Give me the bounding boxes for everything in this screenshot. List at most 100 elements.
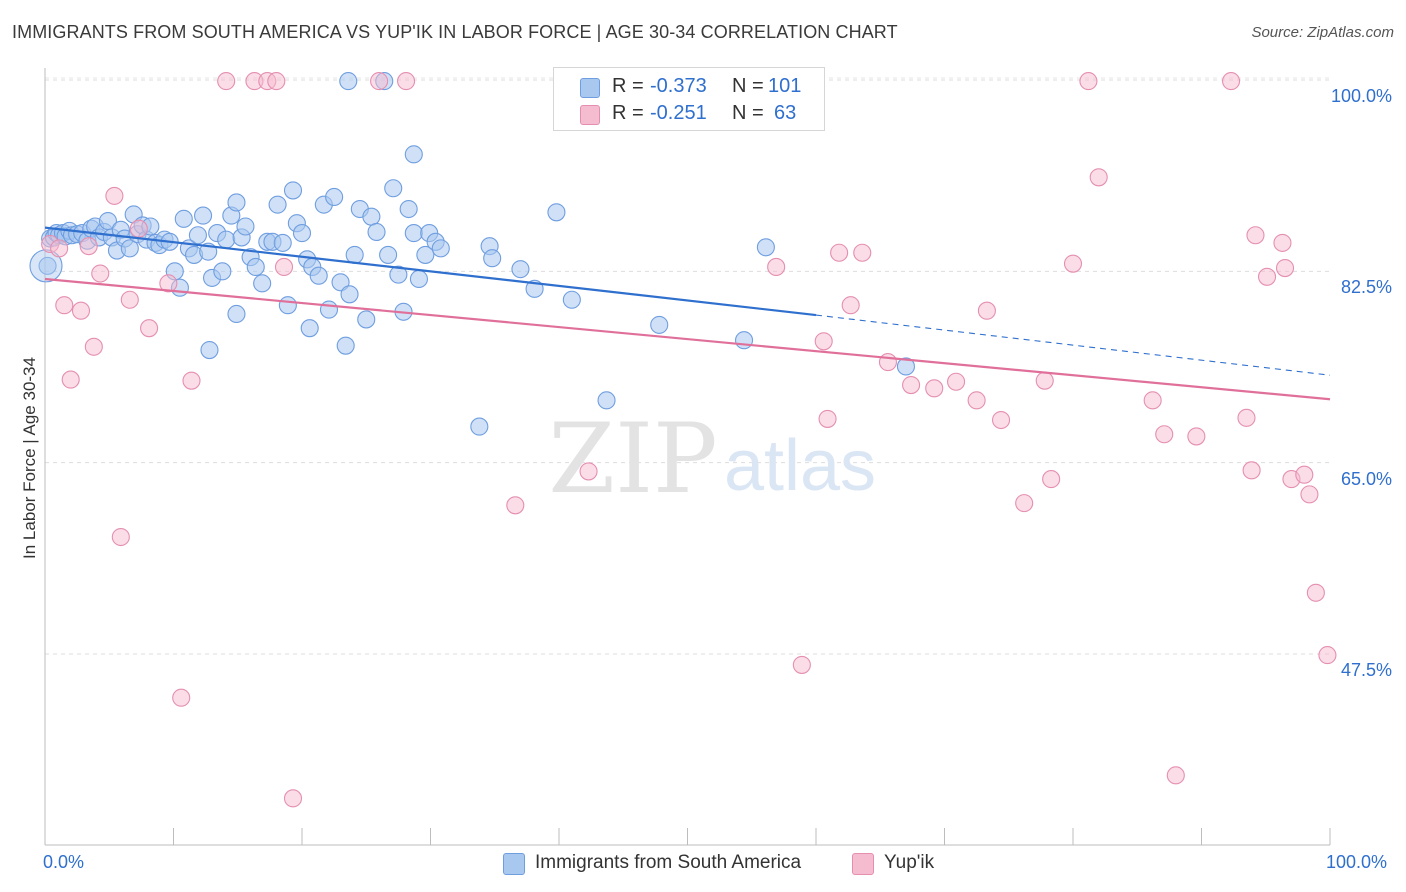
- yupik-point: [55, 296, 74, 315]
- legend-swatch-blue: [580, 78, 600, 98]
- yupik-point: [579, 462, 598, 481]
- legend-n-value: 63: [774, 102, 797, 124]
- immigrants-point: [340, 285, 359, 304]
- yupik-point: [1318, 646, 1337, 665]
- immigrants-point: [734, 331, 754, 350]
- legend-row-immigrants: R = -0.373 N = 101: [554, 73, 824, 101]
- yupik-point: [1306, 583, 1325, 602]
- immigrants-point: [273, 233, 292, 252]
- immigrants-point: [188, 226, 207, 245]
- yupik-point: [370, 72, 389, 91]
- y-tick-label: 47.5%: [1340, 660, 1392, 680]
- yupik-point: [172, 688, 191, 707]
- immigrants-point: [283, 181, 303, 200]
- legend-row-yupik: R = -0.251 N = 63: [554, 100, 824, 128]
- yupik-point: [1300, 485, 1319, 504]
- immigrants-point: [38, 256, 57, 275]
- immigrants-point: [357, 310, 376, 329]
- immigrants-point: [246, 257, 265, 277]
- yupik-point: [159, 274, 178, 293]
- bottom-legend-swatch-pink: [852, 853, 874, 875]
- watermark-zip: ZIP: [548, 403, 717, 515]
- immigrants-point: [213, 262, 232, 281]
- yupik-point: [830, 243, 849, 262]
- yupik-point: [947, 372, 966, 391]
- yupik-point: [91, 264, 110, 283]
- yupik-point: [925, 379, 944, 398]
- yupik-point: [878, 353, 898, 372]
- yupik-point: [1143, 391, 1162, 410]
- yupik-point: [818, 409, 837, 428]
- y-tick-label: 65.0%: [1340, 468, 1392, 489]
- yupik-point: [111, 527, 130, 547]
- legend-r-label: R =: [612, 75, 644, 97]
- x-tick-label-min: 0.0%: [43, 852, 85, 872]
- yupik-point: [283, 789, 303, 808]
- series-immigrants-points: [29, 72, 916, 436]
- immigrants-point: [547, 203, 566, 222]
- yupik-point: [61, 370, 80, 389]
- immigrants-trend-extension: [815, 314, 1331, 376]
- correlation-legend: R = -0.373 N = 101 R = -0.251 N = 63: [553, 67, 825, 131]
- trend-lines: [44, 226, 1331, 401]
- bottom-legend-label: Yup'ik: [884, 852, 935, 873]
- yupik-point: [991, 410, 1011, 430]
- yupik-point: [1042, 470, 1061, 489]
- legend-n-value: 101: [768, 75, 802, 97]
- immigrants-point: [362, 207, 381, 226]
- yupik-trend-line: [44, 277, 1331, 401]
- legend-n-label: N =: [732, 75, 764, 97]
- y-tick-label: 100.0%: [1330, 86, 1392, 106]
- immigrants-point: [896, 357, 916, 376]
- immigrants-point: [416, 245, 435, 264]
- yupik-point: [1155, 425, 1174, 444]
- immigrants-point: [278, 296, 297, 315]
- yupik-point: [1222, 72, 1241, 91]
- yupik-point: [79, 237, 98, 256]
- yupik-point: [1015, 494, 1034, 513]
- yupik-point: [267, 72, 286, 91]
- watermark-atlas: atlas: [724, 426, 876, 506]
- immigrants-point: [404, 224, 423, 243]
- bottom-legend-label: Immigrants from South America: [535, 852, 802, 873]
- immigrants-point: [409, 269, 428, 289]
- immigrants-point: [309, 266, 328, 285]
- yupik-point: [1257, 267, 1277, 286]
- yupik-point: [1246, 226, 1265, 245]
- bottom-legend-swatch-blue: [503, 853, 525, 875]
- yupik-point: [140, 319, 159, 338]
- immigrants-point: [470, 417, 489, 436]
- legend-n-label: N =: [732, 102, 764, 124]
- legend-swatch-pink: [580, 105, 600, 125]
- series-yupik-points: [41, 72, 1337, 808]
- yupik-point: [1187, 427, 1206, 446]
- yupik-point: [71, 301, 91, 320]
- immigrants-point: [399, 199, 418, 219]
- immigrants-point: [379, 245, 398, 264]
- immigrants-point: [174, 209, 193, 228]
- immigrants-point: [336, 336, 355, 355]
- immigrants-point: [268, 195, 287, 214]
- immigrants-point: [253, 274, 272, 293]
- yupik-point: [1035, 371, 1054, 390]
- yupik-point: [1295, 465, 1314, 484]
- yupik-point: [977, 301, 996, 320]
- source-label: Source: ZipAtlas.com: [1251, 24, 1394, 41]
- yupik-point: [1273, 233, 1292, 252]
- immigrants-trend-line: [44, 226, 817, 317]
- immigrants-point: [236, 217, 255, 236]
- immigrants-point: [483, 249, 502, 268]
- immigrants-point: [562, 290, 581, 309]
- immigrants-point: [404, 145, 423, 164]
- immigrants-point: [300, 319, 319, 338]
- watermark: ZIP atlas: [548, 403, 876, 515]
- immigrants-point: [217, 230, 236, 249]
- yupik-point: [1275, 259, 1295, 278]
- yupik-point: [120, 290, 139, 309]
- chart-title: IMMIGRANTS FROM SOUTH AMERICA VS YUP'IK …: [12, 22, 898, 42]
- immigrants-point: [367, 222, 386, 242]
- yupik-point: [1166, 766, 1185, 785]
- yupik-point: [767, 257, 786, 277]
- yupik-point: [1242, 461, 1261, 480]
